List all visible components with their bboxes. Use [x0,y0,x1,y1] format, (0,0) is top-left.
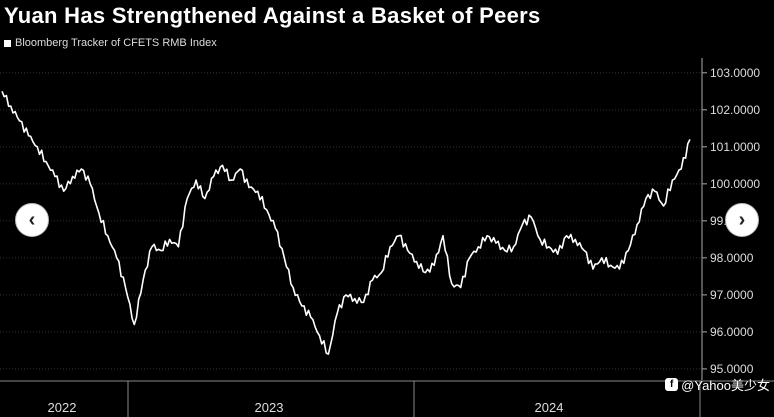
x-tick-label: 2022 [48,400,77,415]
facebook-icon: f [665,378,679,391]
watermark: f @Yahoo美少女 [665,375,770,394]
legend-label: Bloomberg Tracker of CFETS RMB Index [15,37,217,49]
grid-lines [0,72,702,370]
chevron-left-icon: ‹ [28,209,36,231]
x-axis: 2022 2023 2024 [0,380,774,417]
y-tick-label: 96.0000 [710,325,754,339]
y-tick-label: 95.0000 [710,362,754,376]
y-tick-label: 102.0000 [710,103,760,117]
y-tick-label: 100.0000 [710,177,760,191]
series-line [1,90,691,355]
watermark-text: @Yahoo美少女 [681,378,770,393]
y-tick-label: 98.0000 [710,251,754,265]
legend-swatch [4,39,11,47]
chart-legend: Bloomberg Tracker of CFETS RMB Index [4,37,217,49]
y-axis: 95.000096.000097.000098.000099.0000100.0… [701,58,760,380]
chart-title: Yuan Has Strengthened Against a Basket o… [4,3,541,28]
next-button[interactable]: › [725,203,759,237]
y-tick-label: 101.0000 [710,140,760,154]
y-tick-label: 103.0000 [710,66,760,80]
x-tick-label: 2024 [535,400,564,415]
previous-button[interactable]: ‹ [15,203,49,237]
x-tick-label: 2023 [255,400,284,415]
chevron-right-icon: › [738,209,746,231]
y-tick-label: 97.0000 [710,288,754,302]
